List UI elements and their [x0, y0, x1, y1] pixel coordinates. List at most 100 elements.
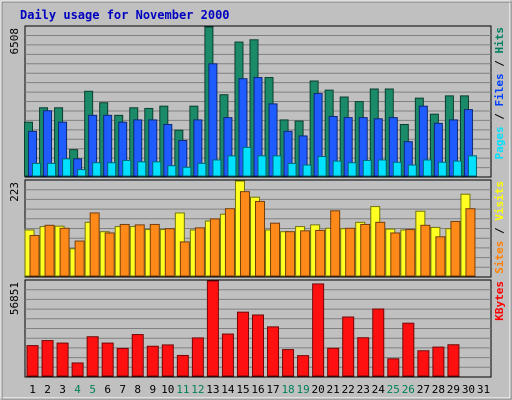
bar-sites-day-25 [390, 232, 401, 277]
bar-pages-day-10 [167, 165, 177, 177]
bar-kbytes-day-27 [417, 350, 430, 377]
bar-pages-day-27 [422, 159, 432, 177]
bar-kbytes-day-25 [387, 358, 400, 377]
bar-kbytes-day-1 [26, 345, 39, 377]
bar-kbytes-day-11 [176, 354, 189, 377]
x-tick-label: 27 [417, 383, 430, 396]
y-max-label: 56851 [8, 282, 21, 315]
bar-kbytes-day-10 [161, 344, 174, 377]
series-pages [32, 146, 477, 177]
legend-item: Files [493, 73, 506, 106]
x-tick-label: 1 [29, 383, 36, 396]
bar-sites-day-18 [285, 231, 296, 277]
bar-pages-day-7 [122, 159, 132, 177]
x-tick-label: 22 [342, 383, 355, 396]
bar-kbytes-day-28 [432, 346, 445, 377]
bar-sites-day-4 [74, 240, 85, 277]
bar-sites-day-12 [194, 227, 205, 277]
bar-pages-day-2 [47, 162, 57, 177]
bar-pages-day-13 [212, 159, 222, 177]
bar-sites-day-26 [405, 229, 416, 277]
bar-sites-day-5 [89, 212, 100, 277]
bar-kbytes-day-21 [327, 347, 340, 377]
bar-sites-day-24 [375, 221, 386, 277]
bar-sites-day-16 [255, 200, 265, 277]
bar-sites-day-10 [164, 228, 175, 277]
x-tick-label: 16 [251, 383, 264, 396]
bar-kbytes-day-8 [131, 334, 144, 377]
bar-kbytes-day-6 [101, 342, 114, 377]
bar-pages-day-6 [107, 162, 117, 177]
bar-sites-day-30 [465, 208, 476, 277]
x-tick-label: 21 [327, 383, 340, 396]
bar-sites-day-6 [104, 232, 115, 277]
bar-kbytes-day-18 [282, 349, 295, 377]
legend-item: / [493, 221, 506, 241]
bar-sites-day-28 [435, 236, 446, 277]
bar-pages-day-30 [467, 155, 477, 177]
panel-visits-sites: 223 Sites / Visits [8, 179, 506, 278]
x-tick-label: 12 [191, 383, 204, 396]
bar-sites-day-29 [450, 220, 461, 277]
x-tick-label: 15 [236, 383, 249, 396]
bar-kbytes-day-9 [146, 345, 159, 377]
bar-sites-day-22 [345, 227, 356, 277]
bar-pages-day-17 [272, 155, 282, 177]
bar-kbytes-day-3 [56, 342, 69, 377]
legend-item: KBytes [493, 281, 506, 321]
bar-kbytes-day-19 [297, 355, 310, 377]
x-tick-label: 3 [59, 383, 66, 396]
bar-pages-day-25 [392, 161, 402, 177]
bar-kbytes-day-29 [447, 344, 460, 377]
x-axis-labels: 1 2 3 4 5 6 7 8 9 10 11 12 13 14 15 16 17 18 19 20 21 22 23 24 2… [29, 383, 490, 396]
bar-pages-day-5 [92, 162, 102, 177]
bar-kbytes-day-22 [342, 316, 355, 377]
x-tick-label: 31 [477, 383, 490, 396]
bar-sites-day-7 [119, 223, 130, 277]
x-tick-label: 20 [312, 383, 325, 396]
chart-title: Daily usage for November 2000 [20, 8, 230, 22]
x-tick-label: 24 [372, 383, 386, 396]
panel-legend: KBytes [493, 281, 506, 321]
legend-item: / [493, 107, 506, 127]
bar-pages-day-11 [182, 166, 192, 177]
y-max-label: 6508 [8, 28, 21, 55]
bar-pages-day-24 [377, 159, 387, 177]
bar-pages-day-16 [257, 155, 267, 177]
bar-kbytes-day-13 [206, 280, 219, 377]
bar-pages-day-23 [362, 159, 372, 177]
bar-pages-day-12 [197, 162, 207, 177]
x-tick-label: 29 [447, 383, 460, 396]
bar-pages-day-14 [227, 155, 237, 177]
x-tick-label: 25 [387, 383, 400, 396]
legend-item: Pages [493, 126, 506, 159]
x-tick-label: 7 [119, 383, 126, 396]
x-tick-label: 28 [432, 383, 445, 396]
x-tick-label: 30 [462, 383, 475, 396]
bar-kbytes-day-24 [372, 308, 385, 377]
x-tick-label: 4 [74, 383, 81, 396]
x-tick-label: 19 [296, 383, 309, 396]
bar-kbytes-day-14 [221, 333, 234, 377]
x-tick-label: 9 [149, 383, 156, 396]
bar-files-day-13 [208, 63, 218, 177]
bar-pages-day-20 [317, 156, 327, 177]
bar-sites-day-3 [59, 227, 70, 277]
bar-kbytes-day-20 [312, 283, 325, 377]
bar-sites-day-19 [300, 230, 311, 277]
panels: 6508 Pages / Files / Hits 223 Sites / Visit… [8, 25, 506, 378]
x-tick-label: 14 [221, 383, 235, 396]
x-tick-label: 26 [402, 383, 415, 396]
x-tick-label: 17 [266, 383, 279, 396]
panel-hits-files-pages: 6508 Pages / Files / Hits [8, 25, 506, 178]
x-tick-label: 10 [161, 383, 174, 396]
bar-kbytes-day-17 [267, 326, 280, 377]
bar-sites-day-21 [330, 210, 341, 277]
x-tick-label: 13 [206, 383, 219, 396]
bar-kbytes-day-16 [252, 314, 264, 377]
bar-kbytes-day-15 [236, 311, 249, 377]
bar-sites-day-13 [209, 218, 220, 277]
panel-legend: Pages / Files / Hits [493, 27, 506, 160]
